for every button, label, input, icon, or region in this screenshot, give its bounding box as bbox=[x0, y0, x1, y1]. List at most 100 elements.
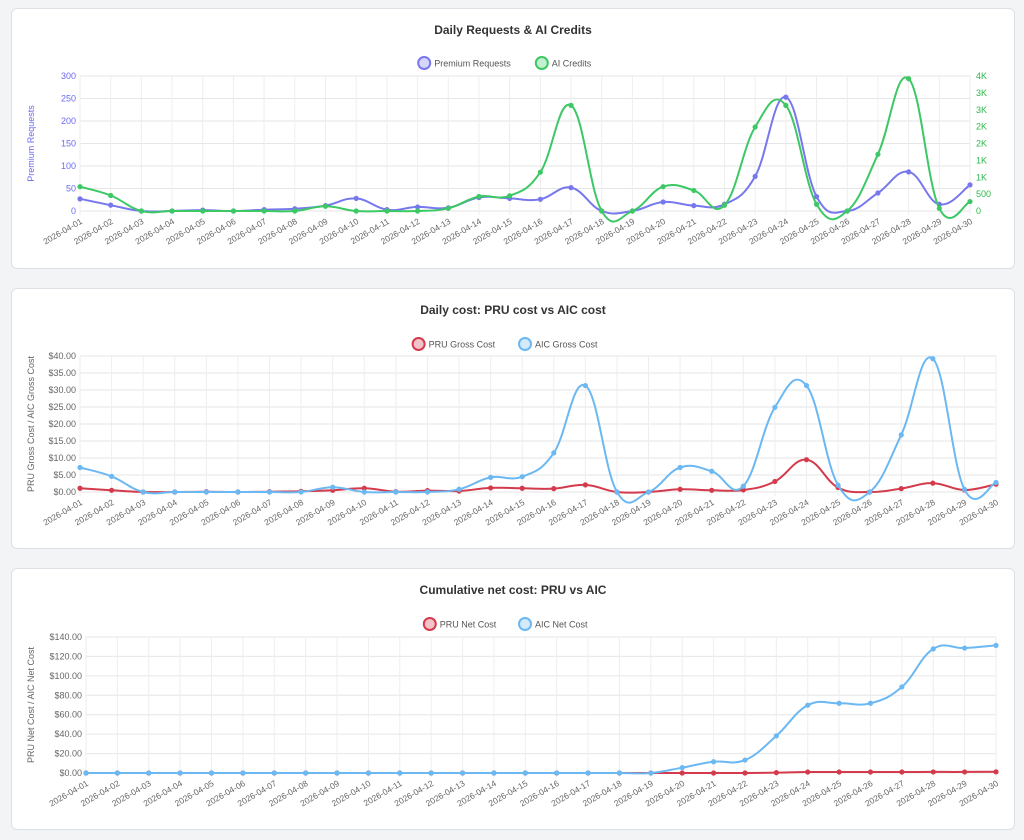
data-point bbox=[292, 208, 298, 214]
data-point bbox=[783, 102, 789, 108]
data-point bbox=[172, 489, 178, 495]
data-point bbox=[742, 757, 748, 763]
data-point bbox=[710, 759, 717, 765]
data-point bbox=[393, 489, 399, 495]
data-point bbox=[519, 474, 525, 480]
data-point bbox=[397, 770, 403, 776]
data-point bbox=[491, 770, 497, 776]
legend: PRU Gross Cost AIC Gross Cost bbox=[411, 337, 598, 351]
y-tick-label: 200 bbox=[61, 116, 76, 126]
y-tick-label: $30.00 bbox=[48, 385, 76, 395]
legend: PRU Net Cost AIC Net Cost bbox=[422, 617, 588, 631]
y-tick-label: $140.00 bbox=[49, 632, 82, 642]
y2-tick-label: 500 bbox=[976, 189, 991, 199]
y-tick-label: 150 bbox=[61, 139, 76, 149]
data-point bbox=[414, 204, 421, 210]
y-tick-label: 250 bbox=[61, 94, 76, 104]
data-point bbox=[875, 190, 881, 196]
data-point bbox=[108, 487, 115, 493]
legend-label: PRU Gross Cost bbox=[429, 340, 496, 350]
data-point bbox=[967, 182, 973, 188]
data-point bbox=[108, 202, 114, 208]
data-point bbox=[898, 486, 904, 492]
data-point bbox=[428, 770, 434, 776]
y2-tick-label: 1K bbox=[976, 172, 987, 182]
y-tick-label: $25.00 bbox=[48, 402, 76, 412]
data-point bbox=[585, 770, 591, 776]
y-tick-label: $20.00 bbox=[48, 419, 76, 429]
data-point bbox=[773, 733, 779, 739]
y-tick-label: $15.00 bbox=[48, 436, 76, 446]
data-point bbox=[867, 769, 874, 775]
data-point bbox=[208, 770, 215, 776]
data-point bbox=[361, 485, 367, 491]
data-point bbox=[677, 464, 683, 471]
legend-marker bbox=[411, 337, 426, 351]
data-point bbox=[836, 700, 842, 706]
data-point bbox=[752, 173, 758, 179]
data-point bbox=[906, 169, 912, 175]
data-point bbox=[836, 769, 842, 775]
data-point bbox=[645, 489, 652, 495]
data-point bbox=[844, 208, 850, 214]
data-point bbox=[365, 770, 372, 776]
daily-cost-chart: PRU Gross Cost AIC Gross Cost $0.00 $5.00 $1… bbox=[26, 337, 1000, 527]
legend-label: AIC Gross Cost bbox=[535, 340, 598, 350]
y-axis-title: Premium Requests bbox=[26, 105, 36, 182]
y-tick-label: $100.00 bbox=[49, 671, 82, 681]
y-tick-label: $80.00 bbox=[54, 690, 82, 700]
data-point bbox=[298, 489, 304, 495]
data-point bbox=[961, 486, 968, 492]
data-point bbox=[488, 474, 494, 480]
chart-card-daily-requests: Daily Requests & AI Credits Premium Requ… bbox=[11, 8, 1016, 269]
legend-marker bbox=[534, 56, 549, 70]
data-point bbox=[551, 486, 557, 492]
chart-card-daily-cost: Daily cost: PRU cost vs AIC cost PRU Gro… bbox=[11, 288, 1015, 549]
data-point bbox=[414, 208, 421, 214]
data-point bbox=[813, 194, 820, 200]
legend-label: AI Credits bbox=[552, 59, 592, 69]
y-tick-label: $120.00 bbox=[49, 651, 82, 661]
data-point bbox=[993, 642, 999, 648]
y-tick-label: $35.00 bbox=[48, 368, 76, 378]
data-point bbox=[146, 770, 152, 776]
data-point bbox=[967, 198, 973, 205]
y2-tick-label: 4K bbox=[976, 71, 987, 81]
y-axis-title: PRU Gross Cost / AIC Gross Cost bbox=[26, 355, 36, 492]
data-point bbox=[353, 195, 359, 201]
legend-marker bbox=[518, 617, 532, 631]
y-tick-label: $60.00 bbox=[54, 710, 82, 720]
y-tick-label: $40.00 bbox=[54, 729, 82, 739]
data-point bbox=[867, 700, 874, 706]
series-line bbox=[79, 96, 971, 215]
data-point bbox=[334, 770, 340, 776]
data-point bbox=[83, 770, 89, 776]
data-point bbox=[660, 199, 666, 205]
data-point bbox=[993, 479, 999, 486]
data-point bbox=[898, 432, 904, 438]
y2-tick-label: 0 bbox=[976, 206, 981, 216]
data-point bbox=[353, 208, 359, 214]
data-point bbox=[568, 185, 574, 191]
data-point bbox=[554, 770, 560, 776]
data-point bbox=[721, 202, 728, 208]
data-point bbox=[614, 489, 620, 495]
cumulative-cost-chart: PRU Net Cost AIC Net Cost $0.00 $20.00 $40.0… bbox=[26, 617, 1000, 808]
data-point bbox=[783, 94, 789, 100]
chart-title: Cumulative net cost: PRU vs AIC bbox=[419, 583, 607, 597]
data-point bbox=[459, 770, 466, 776]
data-point bbox=[230, 208, 237, 214]
data-point bbox=[962, 645, 968, 651]
y-tick-label: 0 bbox=[71, 206, 76, 216]
data-point bbox=[203, 489, 209, 495]
data-point bbox=[266, 489, 273, 495]
data-point bbox=[936, 205, 942, 211]
data-point bbox=[114, 770, 120, 776]
data-point bbox=[330, 484, 336, 490]
data-point bbox=[200, 208, 206, 214]
data-point bbox=[77, 196, 83, 202]
data-point bbox=[599, 208, 605, 214]
legend-marker bbox=[417, 56, 432, 70]
y-tick-label: $20.00 bbox=[54, 749, 82, 759]
data-point bbox=[551, 450, 557, 456]
